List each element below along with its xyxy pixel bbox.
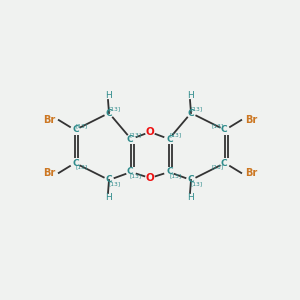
- Text: H: H: [105, 194, 111, 202]
- Text: C: C: [221, 125, 227, 134]
- Text: [13]: [13]: [212, 124, 224, 128]
- Text: C: C: [221, 158, 227, 167]
- Text: [13]: [13]: [170, 133, 182, 137]
- Text: Br: Br: [43, 168, 55, 178]
- Text: [13]: [13]: [109, 182, 121, 187]
- Text: [13]: [13]: [109, 106, 121, 112]
- Text: C: C: [167, 167, 173, 176]
- Text: [13]: [13]: [191, 106, 203, 112]
- Text: C: C: [106, 109, 112, 118]
- Text: [13]: [13]: [212, 164, 224, 169]
- Text: C: C: [127, 134, 133, 143]
- Text: H: H: [105, 91, 111, 100]
- Text: [13]: [13]: [130, 173, 142, 178]
- Text: O: O: [146, 127, 154, 137]
- Text: C: C: [188, 109, 194, 118]
- Text: C: C: [127, 167, 133, 176]
- Text: H: H: [187, 194, 194, 202]
- Text: Br: Br: [245, 115, 257, 124]
- Text: O: O: [146, 173, 154, 183]
- Text: C: C: [106, 176, 112, 184]
- Text: C: C: [73, 125, 79, 134]
- Text: [13]: [13]: [76, 124, 88, 128]
- Text: [13]: [13]: [76, 164, 88, 169]
- Text: Br: Br: [43, 115, 55, 124]
- Text: [13]: [13]: [130, 133, 142, 137]
- Text: C: C: [188, 176, 194, 184]
- Text: C: C: [73, 158, 79, 167]
- Text: [13]: [13]: [170, 173, 182, 178]
- Text: C: C: [167, 134, 173, 143]
- Text: Br: Br: [245, 168, 257, 178]
- Text: H: H: [187, 91, 194, 100]
- Text: [13]: [13]: [191, 182, 203, 187]
